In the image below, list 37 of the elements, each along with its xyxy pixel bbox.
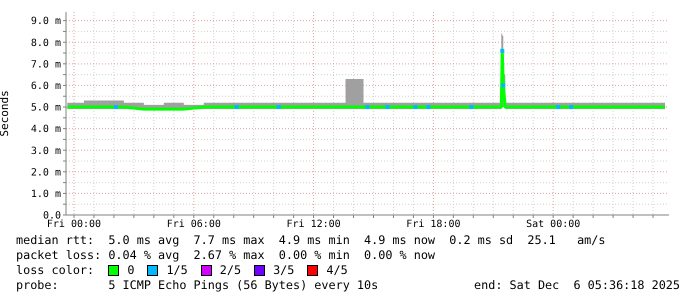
legend-title: loss color:	[16, 263, 96, 278]
point	[469, 105, 474, 110]
x-tick-label: Fri 00:00	[46, 219, 102, 230]
text: median rtt: 5.0 ms avg 7.7 ms max 4.9 ms min 4.9 ms now 0.2 ms sd 25.1 am/s	[16, 233, 606, 248]
y-tick-label: 1.0 m	[30, 188, 61, 200]
legend-label: 1/5	[166, 263, 188, 278]
y-tick-label: 6.0 m	[30, 80, 61, 92]
legend-label: 3/5	[273, 263, 294, 278]
y-tick-label: 3.0 m	[30, 146, 61, 157]
y-tick-label: 7.0 m	[30, 59, 61, 70]
text: packet loss: 0.04 % avg 2.67 % max 0.00 % min 0.00 % now	[16, 248, 436, 263]
x-tick-label: Sat 00:00	[526, 219, 580, 230]
point	[413, 105, 418, 110]
point	[366, 105, 370, 110]
y-tick-label: 9.0 m	[30, 16, 61, 28]
legend-label: 2/5	[220, 263, 242, 278]
x-tick-label: Fri 06:00	[166, 219, 221, 230]
text: probe: 5 ICMP Echo Pings (56 Bytes) every 10s	[16, 278, 378, 293]
point	[500, 48, 504, 53]
y-tick-label: 8.0 m	[30, 38, 61, 49]
point	[426, 105, 430, 110]
text: end: Sat Dec 6 05:36:18 2025	[474, 278, 680, 293]
y-tick-label: 2.0 m	[30, 167, 61, 178]
point	[556, 105, 560, 110]
legend-label: 0	[127, 263, 134, 278]
y-tick-label: 4.0 m	[30, 124, 61, 136]
point	[114, 105, 118, 110]
x-tick-label: Fri 18:00	[406, 219, 460, 230]
point	[569, 105, 574, 110]
y-tick-label: 5.0 m	[30, 102, 61, 114]
point	[385, 105, 390, 110]
point	[234, 105, 239, 110]
point	[276, 105, 281, 110]
legend-label: 4/5	[326, 263, 348, 278]
y-axis-title: Seconds	[0, 90, 11, 137]
point	[501, 83, 506, 88]
x-tick-label: Fri 12:00	[286, 219, 341, 230]
